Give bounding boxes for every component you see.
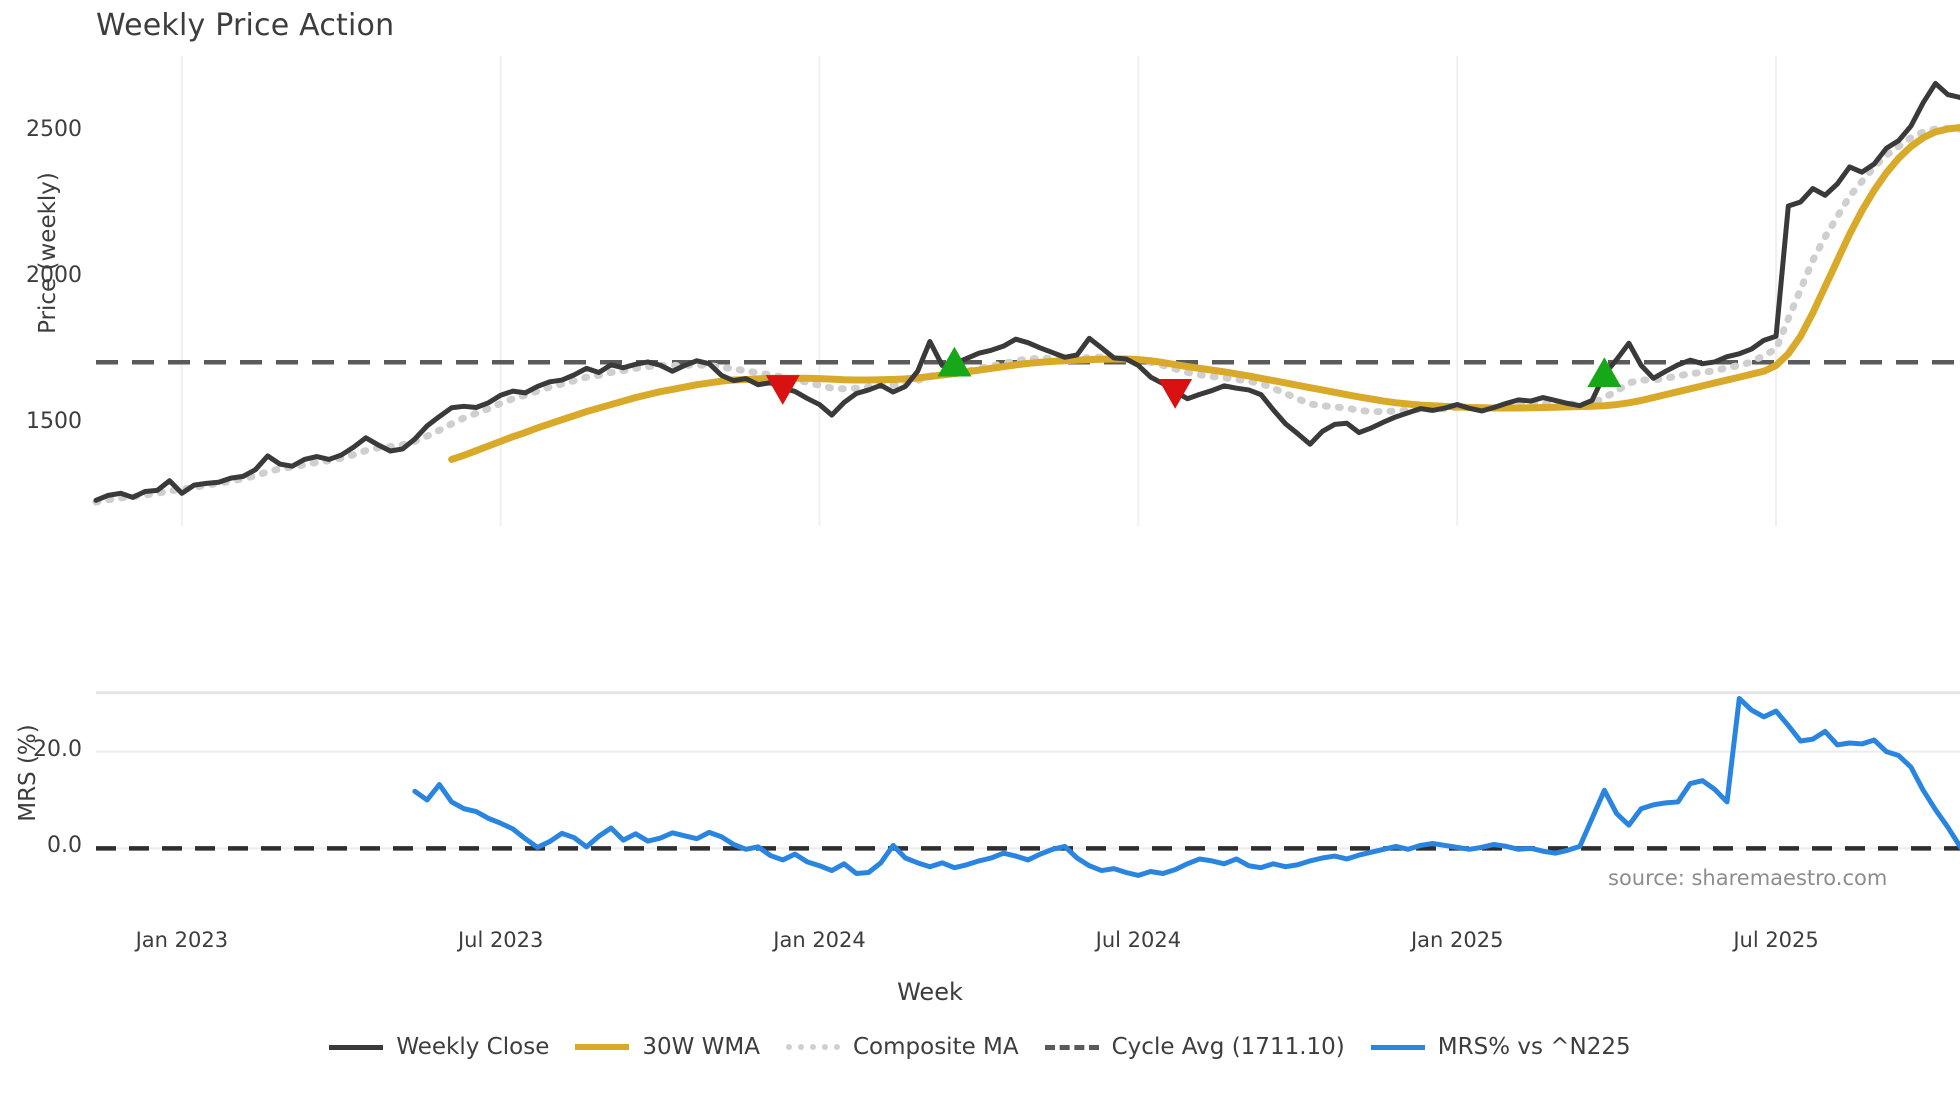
mrs-y-tick: 0.0 <box>47 833 82 859</box>
legend-label: Weekly Close <box>396 1034 550 1060</box>
x-tick: Jul 2024 <box>1095 928 1182 952</box>
chart-legend: Weekly Close 30W WMA Composite MA Cycle Avg… <box>0 1024 1960 1070</box>
legend-item-0[interactable]: Weekly Close <box>329 1034 549 1060</box>
price-y-tick: 2500 <box>26 116 82 142</box>
page-title: Weekly Price Action <box>96 8 395 43</box>
source-note: source: sharemaestro.com <box>1608 866 1888 890</box>
legend-item-3[interactable]: Cycle Avg (1711.10) <box>1044 1034 1345 1060</box>
price-chart-panel <box>92 56 1960 526</box>
legend-label: Cycle Avg (1711.10) <box>1111 1034 1345 1060</box>
x-tick: Jan 2025 <box>1410 928 1504 952</box>
buy-marker-1 <box>937 346 972 377</box>
mrs-axis-title: MRS (%) <box>15 724 41 822</box>
sell-marker-2 <box>1158 378 1193 409</box>
legend-swatch-icon <box>329 1044 384 1050</box>
price-y-tick: 2000 <box>26 262 82 288</box>
legend-label: 30W WMA <box>642 1034 760 1060</box>
legend-swatch-icon <box>1370 1044 1425 1050</box>
legend-label: MRS% vs ^N225 <box>1437 1034 1631 1060</box>
legend-swatch-icon <box>575 1044 630 1050</box>
x-axis-title: Week <box>0 978 1960 1006</box>
price-y-tick: 1500 <box>26 408 82 434</box>
x-axis-title-text: Week <box>897 978 963 1006</box>
x-tick: Jan 2024 <box>773 928 866 952</box>
legend-item-1[interactable]: 30W WMA <box>575 1034 760 1060</box>
legend-swatch-icon <box>785 1044 840 1050</box>
legend-item-4[interactable]: MRS% vs ^N225 <box>1370 1034 1631 1060</box>
wma-line <box>448 124 1960 463</box>
sell-marker-0 <box>765 375 800 405</box>
x-tick: Jan 2023 <box>135 928 229 952</box>
mrs-chart-panel <box>96 684 1960 916</box>
mrs-line <box>412 696 1960 878</box>
buy-marker-3 <box>1587 357 1622 387</box>
price-axis-title: Price (weekly) <box>35 172 61 334</box>
x-tick: Jul 2023 <box>457 928 544 952</box>
weekly-close-line <box>93 80 1960 503</box>
composite-ma-line <box>92 124 1960 506</box>
legend-label: Composite MA <box>852 1034 1019 1060</box>
mrs-y-tick: 20.0 <box>33 736 82 762</box>
legend-swatch-icon <box>1044 1044 1099 1050</box>
legend-item-2[interactable]: Composite MA <box>785 1034 1019 1060</box>
x-tick: Jul 2025 <box>1733 928 1819 952</box>
